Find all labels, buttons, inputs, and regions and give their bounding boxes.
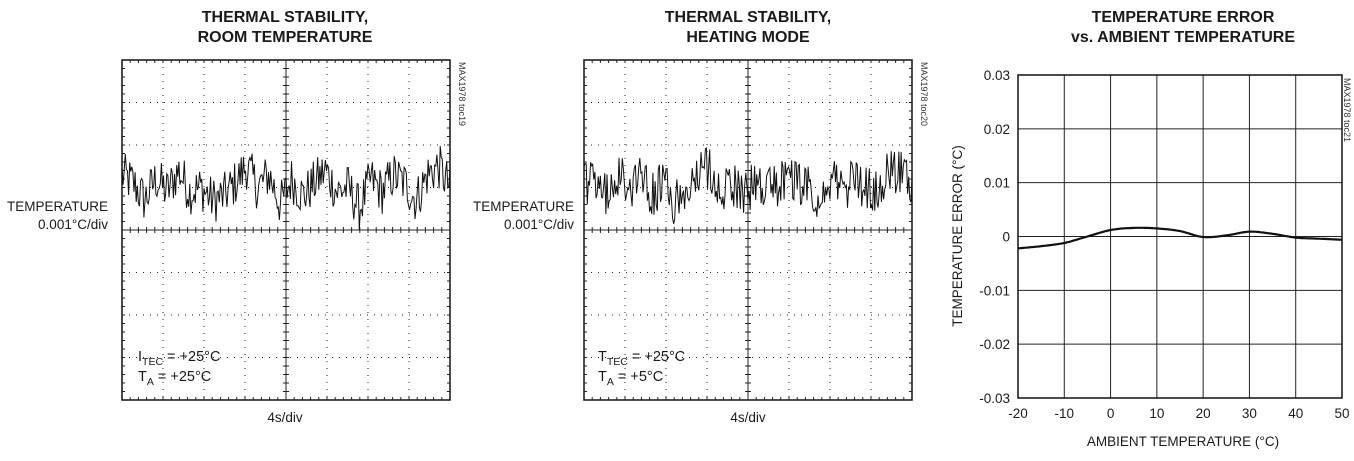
chart3-ytick-label: -0.01 (979, 283, 1010, 298)
chart3-ytick-label: 0.01 (984, 176, 1010, 191)
chart3-title-line1: TEMPERATURE ERROR (1092, 9, 1275, 26)
chart2-title-line2: HEATING MODE (686, 29, 810, 46)
chart3-ytick-label: -0.03 (979, 391, 1010, 406)
chart3-ylabel: TEMPERATURE ERROR (°C) (950, 145, 965, 326)
chart2-annotation-ta: TA = +5°C (598, 369, 663, 388)
chart1-xlabel: 4s/div (267, 410, 303, 425)
chart3-ytick-label: 0 (1002, 230, 1010, 245)
chart3-xlabel: AMBIENT TEMPERATURE (°C) (1087, 434, 1279, 449)
chart1-annotation-itec: ITEC = +25°C (138, 349, 220, 368)
chart1-grid (122, 60, 450, 400)
chart1-trace-line (121, 145, 451, 231)
chart3-title-line2: vs. AMBIENT TEMPERATURE (1071, 29, 1295, 46)
chart3-xtick-label: 50 (1334, 406, 1349, 421)
chart3-ytick-label: 0.02 (984, 122, 1010, 137)
chart3-ytick-labels: -0.03 -0.02 -0.01 0 0.01 0.02 0.03 (979, 68, 1010, 406)
chart2-ylabel-line2: 0.001°C/div (504, 217, 574, 232)
chart2-ylabel-line1: TEMPERATURE (473, 199, 574, 214)
chart2-annotation-ttec: TTEC = +25°C (598, 349, 685, 368)
chart1-ylabel-line2: 0.001°C/div (38, 217, 108, 232)
chart3-frame (1017, 74, 1343, 399)
chart2-xlabel: 4s/div (730, 410, 766, 425)
chart2-title-line1: THERMAL STABILITY, (665, 9, 832, 26)
chart3-xtick-label: -10 (1055, 406, 1075, 421)
chart3-figure-code: MAX1978 toc21 (1342, 78, 1352, 142)
chart3-xtick-label: 20 (1196, 406, 1211, 421)
chart3-xtick-label: 30 (1242, 406, 1257, 421)
chart1-ylabel-line1: TEMPERATURE (7, 199, 108, 214)
chart2-trace-line (583, 147, 913, 224)
chart3-ytick-label: -0.02 (979, 337, 1010, 352)
chart3-xtick-labels: -20 -10 0 10 20 30 40 50 (1008, 406, 1349, 421)
chart3-ytick-label: 0.03 (984, 68, 1010, 83)
chart2-figure-code: MAX1978 toc20 (919, 62, 929, 126)
chart1-title-line1: THERMAL STABILITY, (202, 9, 369, 26)
chart3-series-line (1017, 226, 1342, 250)
chart3-xtick-label: -20 (1008, 406, 1028, 421)
chart1-annotation-ta: TA = +25°C (138, 369, 211, 388)
chart1-figure-code: MAX1978 toc19 (457, 62, 467, 126)
chart1-title-line2: ROOM TEMPERATURE (198, 29, 373, 46)
chart-temperature-error: TEMPERATURE ERROR vs. AMBIENT TEMPERATUR… (950, 9, 1352, 449)
chart3-xtick-label: 40 (1288, 406, 1303, 421)
chart3-xtick-label: 0 (1107, 406, 1115, 421)
chart3-xtick-label: 10 (1149, 406, 1164, 421)
chart-thermal-stability-room: THERMAL STABILITY, ROOM TEMPERATURE TEMP… (7, 9, 467, 425)
chart-thermal-stability-heating: THERMAL STABILITY, HEATING MODE TEMPERAT… (473, 9, 929, 425)
